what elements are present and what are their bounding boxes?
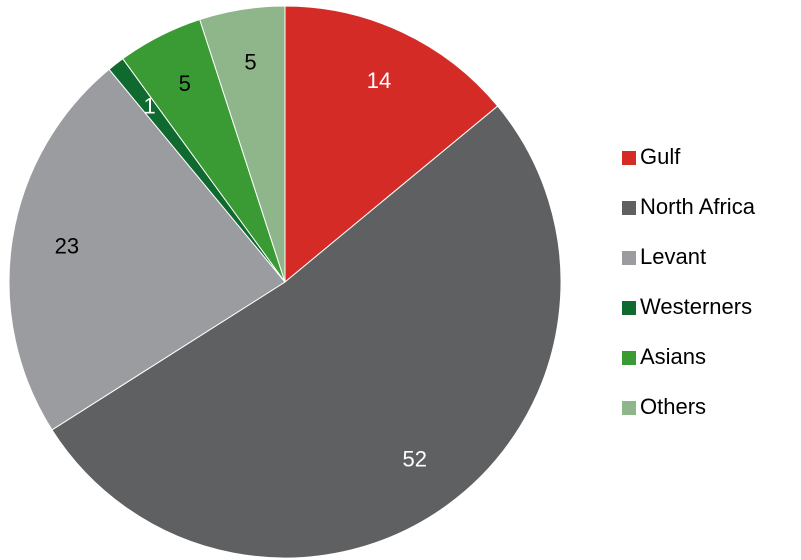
- data-label: 5: [179, 71, 191, 96]
- legend-swatch: [622, 351, 636, 365]
- legend-swatch: [622, 251, 636, 265]
- legend-swatch: [622, 151, 636, 165]
- data-label: 5: [244, 50, 256, 75]
- legend-swatch: [622, 201, 636, 215]
- legend-label: Levant: [640, 244, 706, 269]
- legend-label: Westerners: [640, 294, 752, 319]
- pie-slice: [8, 68, 286, 431]
- pie-slice: [199, 5, 286, 283]
- data-label: 23: [55, 233, 79, 258]
- data-label: 52: [403, 446, 427, 471]
- legend-label: Asians: [640, 344, 706, 369]
- pie-slice: [284, 5, 499, 284]
- legend-swatch: [622, 401, 636, 415]
- pie-slice: [51, 105, 562, 559]
- legend-swatch: [622, 301, 636, 315]
- data-label: 14: [367, 68, 391, 93]
- legend-label: Gulf: [640, 144, 681, 169]
- legend-label: North Africa: [640, 194, 756, 219]
- legend-label: Others: [640, 394, 706, 419]
